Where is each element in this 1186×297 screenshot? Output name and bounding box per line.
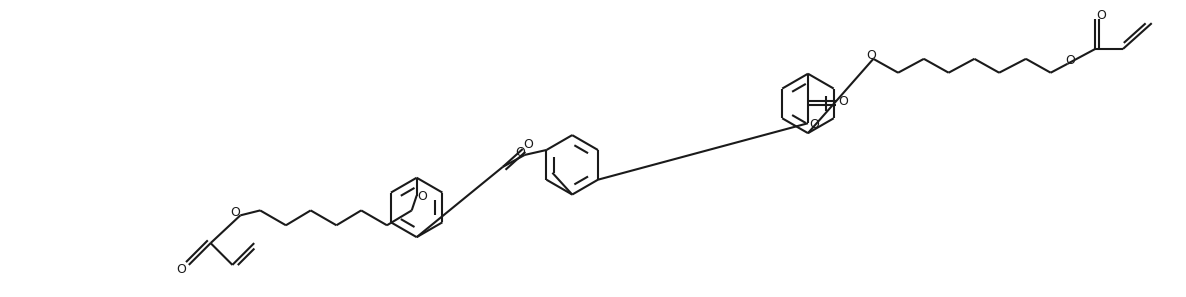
Text: O: O	[867, 49, 876, 62]
Text: O: O	[524, 138, 534, 151]
Text: O: O	[515, 146, 524, 159]
Text: O: O	[1096, 9, 1107, 22]
Text: O: O	[176, 263, 186, 276]
Text: O: O	[839, 95, 848, 108]
Text: O: O	[417, 190, 427, 203]
Text: O: O	[230, 206, 241, 219]
Text: O: O	[809, 118, 818, 131]
Text: O: O	[1065, 54, 1076, 67]
